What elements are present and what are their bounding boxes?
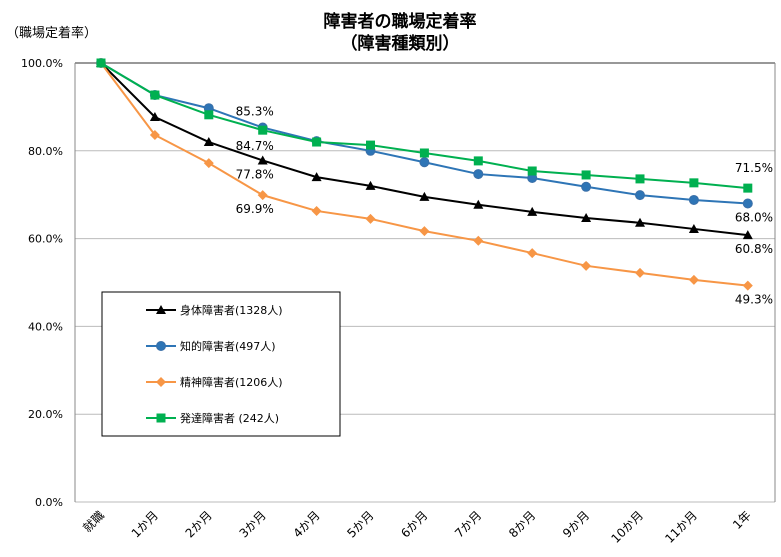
y-tick-label: 40.0% [28, 320, 63, 333]
x-tick-label: 就職 [80, 508, 107, 535]
x-tick-label: 3か月 [237, 508, 269, 540]
legend-item: 知的障害者(497人) [146, 339, 276, 353]
x-tick-label: 1年 [730, 508, 754, 532]
data-label: 68.0% [735, 210, 773, 224]
data-point [743, 183, 753, 193]
legend-label: 精神障害者(1206人) [180, 375, 283, 389]
series-line [100, 62, 748, 190]
data-point [419, 191, 430, 201]
data-point [366, 140, 375, 150]
legend-label: 知的障害者(497人) [180, 339, 276, 353]
data-point [635, 217, 645, 227]
data-point [203, 158, 214, 169]
data-point [257, 155, 268, 165]
data-point [581, 181, 592, 192]
data-point [365, 213, 376, 224]
data-point [742, 230, 753, 240]
x-tick-label: 1か月 [129, 508, 161, 540]
data-point [419, 148, 429, 158]
series-line [100, 62, 748, 287]
data-point [473, 235, 484, 246]
data-label: 85.3% [236, 105, 274, 119]
x-tick-label: 11か月 [662, 508, 700, 546]
legend-marker [156, 413, 166, 423]
x-tick-label: 10か月 [608, 508, 646, 546]
legend-marker [156, 305, 166, 314]
data-label: 71.5% [735, 161, 773, 175]
data-point [311, 172, 322, 182]
legend-box [101, 291, 341, 437]
data-point [527, 206, 538, 216]
x-tick-label: 4か月 [290, 508, 322, 540]
data-point [258, 125, 268, 135]
x-tick-label: 5か月 [344, 508, 376, 540]
x-tick-label: 7か月 [452, 508, 484, 540]
data-point [419, 226, 430, 237]
data-point [312, 137, 322, 147]
data-point [96, 58, 106, 68]
data-point [581, 260, 592, 271]
y-tick-label: 0.0% [35, 496, 63, 509]
data-point [527, 166, 537, 176]
data-point [688, 274, 699, 285]
legend-marker [156, 377, 166, 387]
data-label: 60.8% [735, 242, 773, 256]
data-point [311, 205, 322, 216]
data-point [742, 280, 753, 291]
x-tick-label: 6か月 [398, 508, 430, 540]
y-tick-label: 60.0% [28, 233, 63, 246]
x-tick-label: 2か月 [183, 508, 215, 540]
y-axis-label: （職場定着率） [6, 25, 97, 41]
data-point [473, 156, 483, 166]
y-tick-label: 100.0% [21, 57, 63, 70]
data-label: 84.7% [236, 139, 274, 153]
data-point [149, 111, 160, 121]
data-point [581, 170, 591, 180]
data-label: 49.3% [735, 293, 773, 307]
chart-title-line1: 障害者の職場定着率 [324, 11, 477, 32]
data-point [473, 169, 484, 180]
x-tick-label: 9か月 [560, 508, 592, 540]
data-point [257, 190, 268, 201]
data-point [635, 267, 645, 278]
legend-item: 精神障害者(1206人) [146, 375, 283, 389]
series-0 [96, 58, 753, 240]
data-point [473, 199, 484, 209]
x-tick-label: 8か月 [506, 508, 538, 540]
y-tick-label: 80.0% [28, 145, 63, 158]
data-point [689, 178, 699, 188]
legend-marker [156, 341, 166, 351]
data-point [204, 110, 214, 120]
series-line [100, 62, 748, 205]
legend-label: 発達障害者 (242人) [180, 411, 279, 425]
data-point [365, 180, 376, 190]
data-point [688, 194, 699, 205]
data-label: 77.8% [236, 167, 274, 181]
series-2 [96, 58, 753, 291]
data-point [635, 174, 645, 184]
data-point [527, 248, 538, 259]
data-point [635, 190, 645, 201]
legend-item: 身体障害者(1328人) [146, 303, 283, 317]
data-point [742, 198, 753, 209]
chart-title-line2: （障害種類別） [341, 33, 460, 54]
series-1 [96, 58, 753, 209]
legend-label: 身体障害者(1328人) [180, 303, 283, 317]
legend-item: 発達障害者 (242人) [146, 411, 279, 425]
data-label: 69.9% [236, 202, 274, 216]
data-point [581, 212, 592, 222]
data-point [203, 137, 214, 147]
data-point [419, 157, 430, 168]
data-point [688, 223, 699, 233]
data-point [149, 129, 160, 140]
y-tick-label: 20.0% [28, 408, 63, 421]
series-3 [96, 58, 753, 193]
data-point [150, 90, 160, 100]
